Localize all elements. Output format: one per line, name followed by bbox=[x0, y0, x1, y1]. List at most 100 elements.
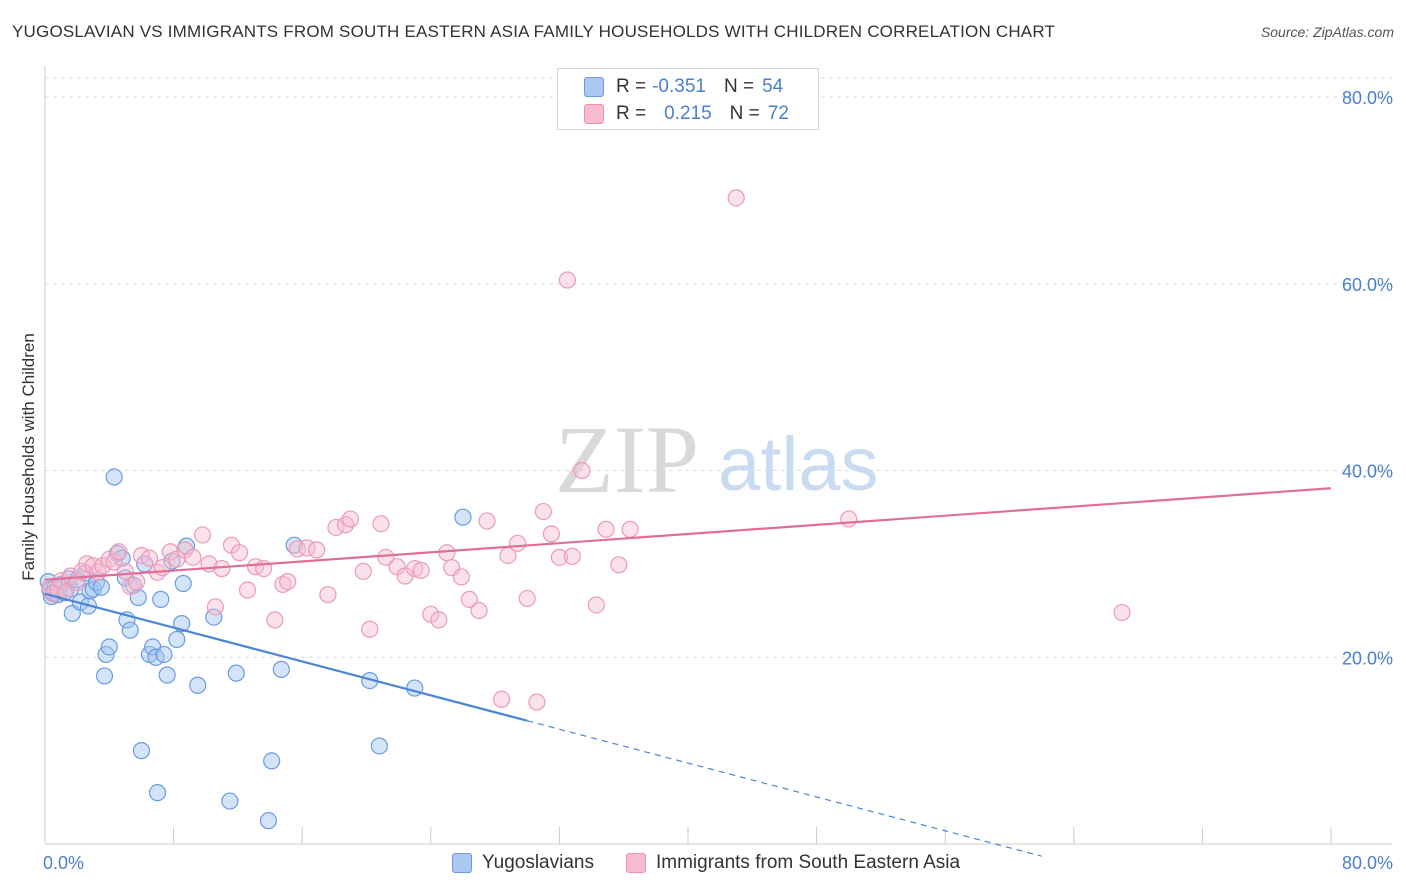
point-immigrant[interactable] bbox=[470, 601, 488, 620]
trend-lines bbox=[44, 487, 1332, 857]
point-immigrant[interactable] bbox=[550, 548, 569, 566]
point-yugoslavian[interactable] bbox=[155, 645, 173, 664]
y-axis-label: Family Households with Children bbox=[19, 333, 38, 581]
point-yugoslavian[interactable] bbox=[158, 666, 176, 684]
point-immigrant[interactable] bbox=[492, 690, 511, 708]
legend-swatch-blue bbox=[584, 77, 604, 97]
series-swatch-pink bbox=[625, 853, 646, 873]
point-immigrant[interactable] bbox=[597, 520, 615, 538]
correlation-legend: R = -0.351 N = 54 R = 0.215 N = 72 bbox=[557, 68, 819, 130]
point-immigrant[interactable] bbox=[238, 581, 257, 599]
point-immigrant[interactable] bbox=[610, 556, 628, 574]
chart-title: YUGOSLAVIAN VS IMMIGRANTS FROM SOUTH EAS… bbox=[12, 22, 1056, 41]
watermark: ZIP atlas bbox=[555, 406, 879, 513]
point-immigrant[interactable] bbox=[438, 544, 456, 562]
point-immigrant[interactable] bbox=[587, 596, 605, 614]
point-immigrant[interactable] bbox=[354, 562, 372, 580]
point-immigrant[interactable] bbox=[230, 544, 249, 562]
point-immigrant[interactable] bbox=[406, 559, 424, 578]
trend-line-immigrants bbox=[44, 487, 1332, 581]
point-immigrant[interactable] bbox=[327, 518, 345, 537]
watermark-atlas: atlas bbox=[718, 422, 879, 507]
trend-line-yugoslavians bbox=[44, 592, 528, 722]
legend-r-value: -0.351 bbox=[652, 76, 706, 97]
point-immigrant[interactable] bbox=[361, 620, 379, 638]
point-yugoslavian[interactable] bbox=[227, 664, 245, 682]
tick-labels: 20.0% 40.0% 60.0% 80.0% 0.0% 80.0% bbox=[43, 88, 1393, 873]
point-yugoslavian[interactable] bbox=[259, 812, 278, 830]
legend-row-immigrants: R = 0.215 N = 72 bbox=[584, 102, 789, 126]
point-immigrant[interactable] bbox=[372, 515, 390, 533]
point-yugoslavian[interactable] bbox=[95, 667, 114, 685]
y-tick-label: 40.0% bbox=[1342, 462, 1393, 482]
series-legend: Yugoslavians Immigrants from South Easte… bbox=[452, 852, 992, 874]
point-immigrant[interactable] bbox=[193, 526, 212, 544]
point-immigrant[interactable] bbox=[110, 543, 128, 561]
point-immigrant[interactable] bbox=[840, 510, 858, 528]
x-tick-label: 80.0% bbox=[1342, 853, 1393, 873]
point-immigrant[interactable] bbox=[573, 461, 591, 480]
point-immigrant[interactable] bbox=[105, 553, 123, 571]
point-immigrant[interactable] bbox=[528, 693, 546, 711]
point-immigrant[interactable] bbox=[727, 189, 745, 207]
point-immigrant[interactable] bbox=[94, 557, 112, 575]
point-immigrant[interactable] bbox=[518, 589, 536, 608]
point-yugoslavian[interactable] bbox=[100, 638, 118, 656]
watermark-zip: ZIP bbox=[555, 406, 699, 513]
point-immigrant[interactable] bbox=[558, 271, 577, 289]
point-yugoslavian[interactable] bbox=[221, 792, 239, 810]
point-yugoslavian[interactable] bbox=[189, 676, 207, 694]
x-tick-label: 0.0% bbox=[43, 853, 84, 873]
point-immigrant[interactable] bbox=[153, 559, 171, 577]
point-immigrant[interactable] bbox=[279, 573, 297, 591]
point-immigrant[interactable] bbox=[377, 548, 395, 566]
point-yugoslavian[interactable] bbox=[92, 578, 110, 596]
point-immigrant[interactable] bbox=[412, 561, 430, 580]
point-immigrant[interactable] bbox=[1113, 603, 1131, 622]
axes bbox=[44, 66, 1392, 845]
point-yugoslavian[interactable] bbox=[121, 621, 139, 639]
point-immigrant[interactable] bbox=[542, 525, 560, 543]
point-immigrant[interactable] bbox=[478, 512, 496, 530]
point-immigrant[interactable] bbox=[337, 516, 355, 534]
series-swatch-blue bbox=[452, 853, 472, 873]
point-yugoslavian[interactable] bbox=[272, 660, 290, 678]
trend-line-extension bbox=[527, 720, 1042, 857]
point-yugoslavian[interactable] bbox=[263, 752, 281, 770]
point-yugoslavian[interactable] bbox=[148, 784, 167, 802]
point-yugoslavian[interactable] bbox=[174, 574, 192, 593]
point-immigrant[interactable] bbox=[460, 590, 478, 608]
y-tick-label: 80.0% bbox=[1342, 88, 1393, 108]
source-credit: Source: ZipAtlas.com bbox=[1260, 24, 1394, 40]
point-immigrant[interactable] bbox=[563, 547, 581, 566]
legend-r-label: R = bbox=[616, 103, 647, 124]
legend-r-label: R = bbox=[616, 76, 647, 97]
point-immigrant[interactable] bbox=[62, 567, 80, 585]
point-immigrant[interactable] bbox=[319, 586, 337, 604]
point-immigrant[interactable] bbox=[266, 611, 284, 629]
point-yugoslavian[interactable] bbox=[454, 508, 472, 526]
point-immigrant[interactable] bbox=[184, 548, 202, 566]
series-legend-immigrants[interactable]: Immigrants from South Eastern Asia bbox=[625, 852, 960, 874]
point-immigrant[interactable] bbox=[341, 510, 360, 528]
point-immigrant[interactable] bbox=[128, 573, 146, 591]
legend-n-label: N = bbox=[723, 76, 755, 97]
point-immigrant[interactable] bbox=[206, 598, 224, 616]
point-yugoslavian[interactable] bbox=[105, 468, 123, 486]
point-immigrant[interactable] bbox=[621, 520, 639, 538]
y-tick-label: 60.0% bbox=[1342, 275, 1393, 295]
point-immigrant[interactable] bbox=[534, 502, 552, 521]
legend-r-value: 0.215 bbox=[664, 103, 712, 124]
point-yugoslavian[interactable] bbox=[168, 630, 186, 649]
point-immigrant[interactable] bbox=[140, 549, 159, 567]
point-yugoslavian[interactable] bbox=[132, 742, 151, 760]
grid-lines bbox=[45, 77, 1392, 658]
point-immigrant[interactable] bbox=[452, 568, 470, 586]
point-immigrant[interactable] bbox=[274, 575, 292, 594]
point-yugoslavian[interactable] bbox=[370, 737, 388, 755]
point-yugoslavian[interactable] bbox=[152, 590, 170, 608]
series-legend-yugoslavians[interactable]: Yugoslavians bbox=[452, 852, 594, 874]
point-immigrant[interactable] bbox=[509, 534, 527, 552]
point-immigrant[interactable] bbox=[430, 611, 448, 629]
point-immigrant[interactable] bbox=[308, 541, 326, 559]
